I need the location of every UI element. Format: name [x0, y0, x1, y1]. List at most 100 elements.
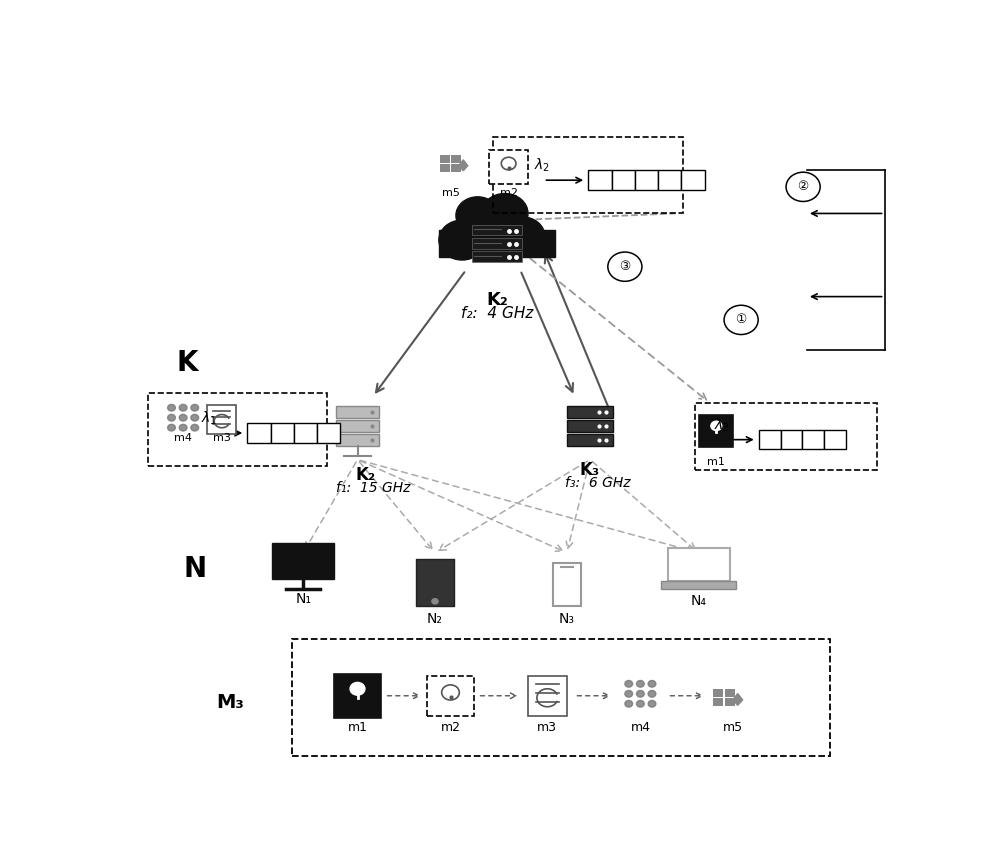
Bar [493, 137, 683, 213]
Bar [658, 170, 681, 190]
Circle shape [439, 220, 485, 260]
Circle shape [625, 690, 633, 697]
Bar [148, 393, 326, 467]
Text: m2: m2 [500, 187, 518, 198]
Bar [440, 164, 450, 172]
Text: m3: m3 [213, 434, 231, 443]
Text: ②: ② [798, 181, 809, 194]
Bar [440, 156, 450, 163]
Text: ①: ① [736, 314, 747, 327]
Bar [612, 170, 635, 190]
Circle shape [460, 201, 519, 252]
Text: $\lambda_3$: $\lambda_3$ [714, 416, 731, 434]
Text: N: N [183, 556, 206, 583]
Text: K₂: K₂ [486, 291, 508, 309]
Bar [336, 406, 379, 418]
Bar [567, 406, 613, 418]
Text: m1: m1 [348, 721, 368, 734]
Bar [781, 430, 802, 449]
Text: m1: m1 [707, 456, 725, 467]
Bar [272, 543, 334, 580]
Text: N₄: N₄ [690, 594, 706, 608]
Circle shape [625, 701, 633, 707]
Text: m4: m4 [630, 721, 650, 734]
Polygon shape [733, 694, 743, 705]
Bar [336, 435, 379, 447]
Text: $\lambda_1$: $\lambda_1$ [201, 410, 217, 427]
Bar [725, 689, 735, 697]
Text: m3: m3 [537, 721, 557, 734]
Circle shape [648, 690, 656, 697]
Circle shape [482, 194, 528, 233]
Text: m5: m5 [442, 187, 459, 198]
Circle shape [456, 197, 499, 234]
Bar [336, 421, 379, 432]
Bar [695, 403, 877, 470]
Bar [271, 423, 294, 443]
Circle shape [168, 404, 175, 411]
Bar [489, 150, 528, 183]
Circle shape [499, 217, 545, 257]
Bar [472, 238, 522, 249]
Bar [317, 423, 340, 443]
Bar [292, 639, 830, 756]
Bar [824, 430, 846, 449]
Bar [713, 689, 723, 697]
Bar [472, 251, 522, 262]
Bar [416, 559, 454, 606]
Text: f₁:  15 GHz: f₁: 15 GHz [336, 481, 410, 495]
Text: m2: m2 [440, 721, 460, 734]
Circle shape [168, 415, 175, 421]
Bar [451, 156, 461, 163]
Text: K₂: K₂ [355, 466, 375, 484]
Circle shape [637, 701, 644, 707]
Circle shape [179, 415, 187, 421]
Circle shape [191, 404, 199, 411]
Bar [699, 415, 733, 447]
Bar [713, 698, 723, 706]
Bar [681, 170, 705, 190]
Bar [567, 435, 613, 447]
Circle shape [191, 415, 199, 421]
Bar [334, 674, 381, 718]
Bar [439, 230, 555, 257]
Bar [427, 676, 474, 715]
Circle shape [168, 424, 175, 431]
Text: m4: m4 [174, 434, 192, 443]
Bar [567, 421, 613, 432]
Text: N₁: N₁ [295, 593, 311, 607]
Bar [247, 423, 271, 443]
Bar [661, 581, 736, 589]
Bar [759, 430, 781, 449]
Circle shape [179, 424, 187, 431]
Polygon shape [459, 160, 468, 171]
Circle shape [637, 690, 644, 697]
Bar [725, 698, 735, 706]
Text: f₃:  6 GHz: f₃: 6 GHz [565, 476, 631, 490]
Circle shape [648, 681, 656, 687]
Bar [635, 170, 658, 190]
Circle shape [179, 404, 187, 411]
Circle shape [625, 681, 633, 687]
Text: K₃: K₃ [580, 461, 600, 479]
Text: m5: m5 [723, 721, 743, 734]
Circle shape [637, 681, 644, 687]
Text: K: K [176, 349, 198, 378]
Circle shape [432, 599, 438, 604]
Bar [528, 676, 567, 715]
Text: ③: ③ [619, 260, 631, 273]
Circle shape [350, 683, 365, 696]
Circle shape [191, 424, 199, 431]
Bar [588, 170, 612, 190]
Circle shape [711, 421, 722, 430]
Bar [802, 430, 824, 449]
Text: f₂:  4 GHz: f₂: 4 GHz [461, 306, 533, 321]
Text: M₃: M₃ [216, 693, 244, 712]
Circle shape [648, 701, 656, 707]
Text: N₂: N₂ [427, 613, 443, 626]
Text: N₃: N₃ [559, 613, 575, 626]
Bar [472, 225, 522, 235]
Bar [553, 562, 581, 606]
Bar [668, 548, 730, 581]
Bar [294, 423, 317, 443]
